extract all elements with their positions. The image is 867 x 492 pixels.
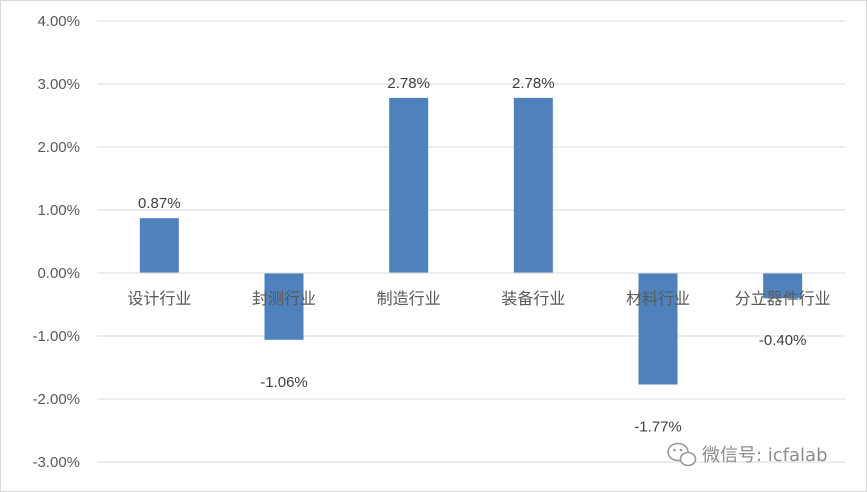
data-labels: 0.87% -1.06% 2.78% 2.78% -1.77% -0.40% bbox=[138, 75, 806, 436]
category-label: 制造行业 bbox=[377, 289, 441, 308]
bar bbox=[763, 273, 803, 299]
bar bbox=[389, 97, 429, 273]
data-label: -0.40% bbox=[759, 332, 807, 349]
data-label: -1.06% bbox=[260, 374, 308, 391]
data-label: 2.78% bbox=[512, 75, 555, 92]
category-labels: 设计行业 封测行业 制造行业 装备行业 材料行业 分立器件行业 bbox=[127, 289, 830, 308]
data-label: 0.87% bbox=[138, 195, 181, 212]
y-tick-label: 1.00% bbox=[37, 202, 80, 219]
y-tick-label: 2.00% bbox=[37, 139, 80, 156]
y-tick-label: -2.00% bbox=[32, 391, 80, 408]
data-label: 2.78% bbox=[387, 75, 430, 92]
category-label: 分立器件行业 bbox=[735, 289, 831, 308]
data-label: -1.77% bbox=[634, 419, 682, 436]
y-tick-label: 0.00% bbox=[37, 265, 80, 282]
bar bbox=[264, 273, 304, 340]
category-label: 封测行业 bbox=[252, 289, 316, 308]
watermark-text: 微信号: icfalab bbox=[702, 445, 828, 466]
category-label: 材料行业 bbox=[626, 289, 690, 308]
bars bbox=[139, 97, 803, 385]
bar bbox=[139, 218, 179, 273]
bar bbox=[638, 273, 678, 385]
y-tick-label: 3.00% bbox=[37, 76, 80, 93]
y-tick-label: -1.00% bbox=[32, 328, 80, 345]
wechat-icon bbox=[667, 442, 697, 467]
category-label: 装备行业 bbox=[501, 289, 565, 308]
bar bbox=[513, 97, 553, 273]
gridlines bbox=[97, 20, 845, 463]
watermark: 微信号: icfalab bbox=[667, 442, 828, 467]
y-tick-label: 4.00% bbox=[37, 13, 80, 30]
y-axis-tick-labels: 4.00% 3.00% 2.00% 1.00% 0.00% -1.00% -2.00% -3.… bbox=[32, 13, 80, 471]
category-label: 设计行业 bbox=[127, 289, 191, 308]
y-tick-label: -3.00% bbox=[32, 454, 80, 471]
